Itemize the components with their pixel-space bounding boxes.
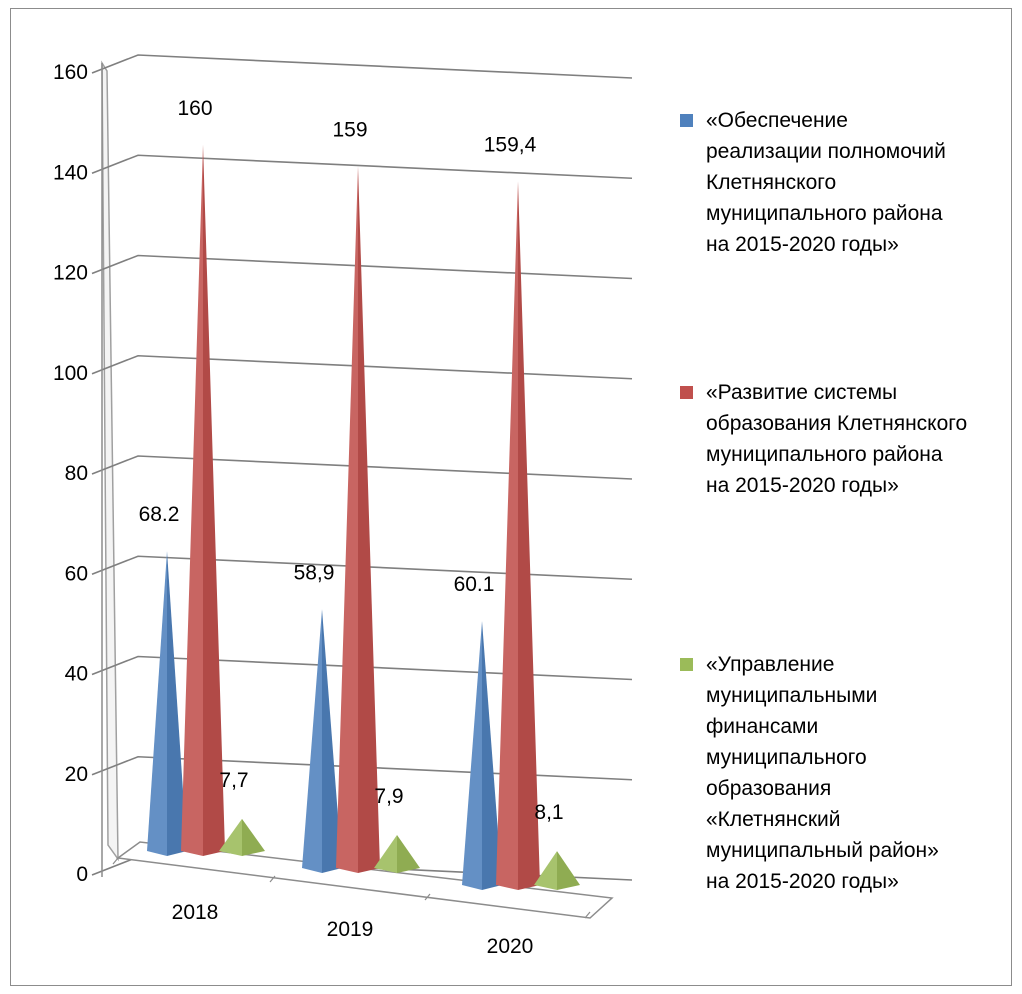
gridline [91,254,633,280]
pyramid-face-right [518,181,540,890]
gridline [91,354,633,380]
y-tick-label: 140 [53,161,88,184]
pyramid-face-right [203,144,225,857]
data-label: 58,9 [294,561,335,584]
data-label: 160 [177,97,212,120]
legend-item-series-1: «Обеспечение реализации полномочий Клетн… [680,105,1010,260]
pyramid-face-left [462,620,482,890]
data-label: 60.1 [454,573,495,596]
pyramid-face-left [181,144,203,857]
gridline [91,455,633,480]
pyramid-face-right [482,620,502,890]
y-tick-label: 100 [53,362,88,385]
legend-swatch-blue [680,114,693,127]
x-tick-mark [269,875,276,883]
pyramid-face-left [147,551,167,856]
data-label: 68.2 [139,503,180,526]
legend-label: «Развитие системы образования Клетнянско… [706,381,968,497]
pyramid-face-left [302,609,322,873]
x-tick-mark [112,857,119,865]
side-wall [101,60,119,862]
pyramid-face-left [219,818,242,856]
floor [116,841,614,919]
gridline [91,655,633,681]
legend-label: «Обеспечение реализации полномочий Клетн… [706,109,946,256]
pyramid-face-right [557,851,580,890]
data-label: 159,4 [484,133,537,156]
legend-item-series-3: «Управление муниципальными финансами мун… [680,649,1010,897]
y-tick-label: 0 [76,863,88,886]
legend-item-series-2: «Развитие системы образования Клетнянско… [680,377,1010,501]
pyramid-face-right [167,551,187,856]
gridline [91,755,633,781]
y-tick-label: 120 [53,262,88,285]
pyramid-face-left [374,835,397,873]
pyramid-face-right [358,166,380,874]
x-tick-label: 2020 [487,935,534,958]
x-tick-label: 2019 [327,918,374,941]
y-tick-label: 20 [65,763,88,786]
pyramid-face-left [336,166,358,874]
data-label: 8,1 [534,801,563,824]
data-label: 7,9 [374,785,403,808]
legend-swatch-red [680,386,693,399]
y-tick-label: 80 [65,462,88,485]
data-label: 159 [332,118,367,141]
data-label: 7,7 [219,769,248,792]
y-tick-label: 60 [65,562,88,585]
gridline [91,54,633,79]
legend-swatch-green [680,658,693,671]
gridline [91,154,633,180]
pyramid-face-right [242,818,265,856]
x-tick-mark [584,911,591,919]
pyramid-face-right [397,835,420,873]
gridline [91,555,633,581]
pyramid-face-right [322,609,342,873]
x-tick-label: 2018 [172,901,219,924]
y-tick-label: 160 [53,61,88,84]
legend-label: «Управление муниципальными финансами мун… [706,653,939,893]
x-tick-mark [424,893,431,901]
pyramid-face-left [496,181,518,890]
pyramid-face-left [534,851,557,890]
y-tick-label: 40 [65,663,88,686]
